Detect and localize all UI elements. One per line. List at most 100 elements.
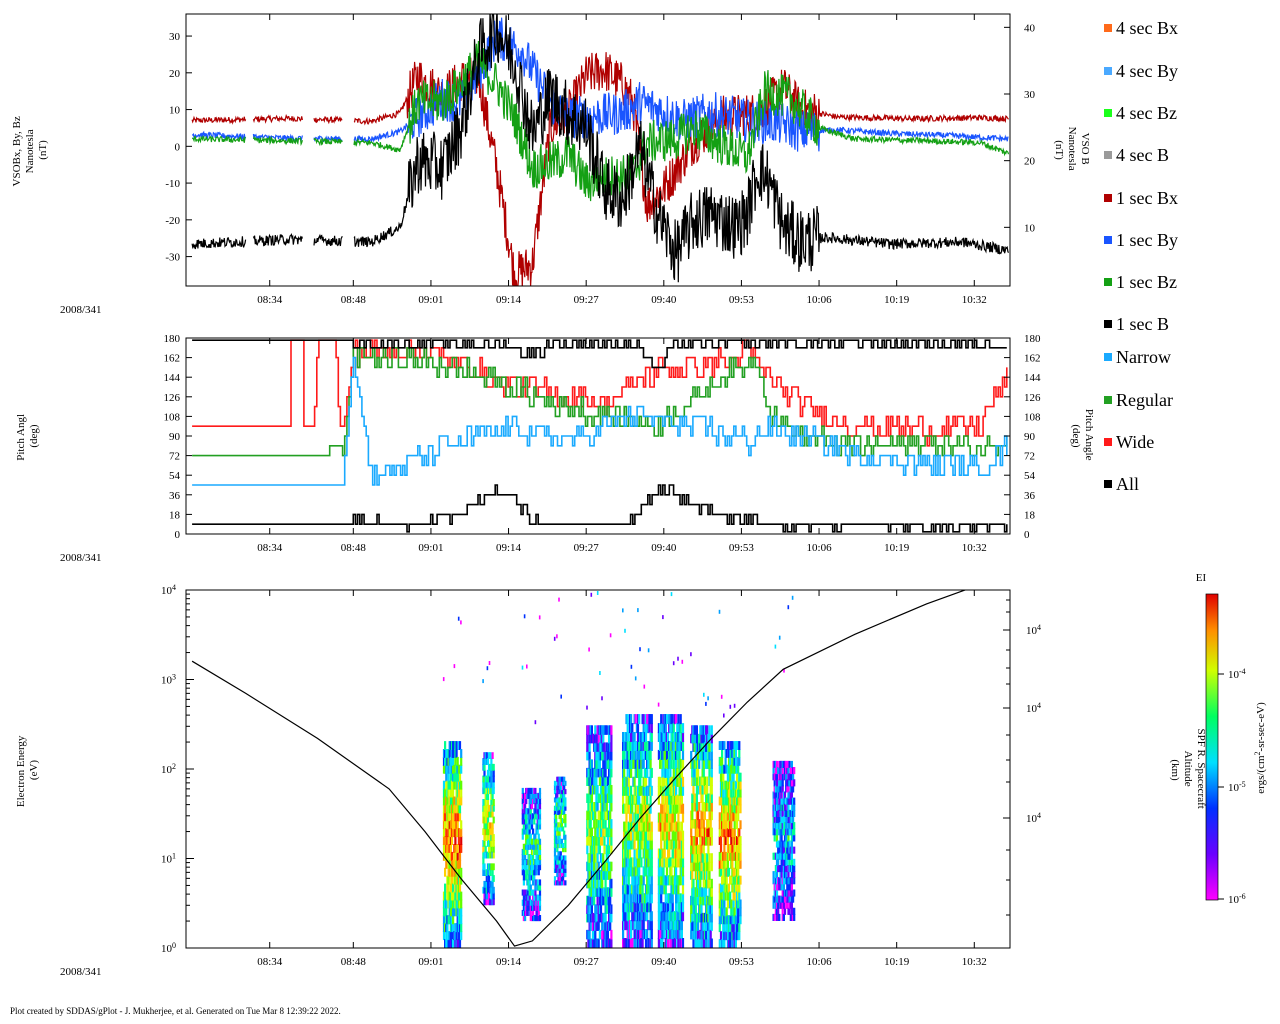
spectrogram-cell <box>632 911 635 922</box>
spectrogram-cell <box>593 844 596 855</box>
spectrogram-cell <box>706 861 709 872</box>
spectrogram-cell <box>786 803 789 811</box>
right-tick-exp: 4 <box>1037 623 1041 632</box>
spectrogram-cell <box>444 867 447 877</box>
spectrogram-cell <box>525 787 528 794</box>
spectrogram-cell <box>456 907 459 917</box>
spectrogram-cell <box>777 901 780 909</box>
spectrogram-cell <box>772 767 775 775</box>
spectrogram-cell <box>587 861 590 872</box>
spectrogram-cell <box>529 854 532 861</box>
spectrogram-cell <box>555 814 558 820</box>
spectrogram-cell <box>595 870 598 880</box>
spectrogram-cell <box>781 889 784 897</box>
spectrogram-cell <box>646 848 649 859</box>
spectrogram-cell <box>663 812 666 823</box>
spectrogram-cell <box>636 794 640 805</box>
spectrogram-cell <box>562 780 565 786</box>
spectrogram-cell <box>644 830 648 841</box>
spectrogram-cell <box>587 810 590 821</box>
spectrogram-cell <box>601 767 604 778</box>
spectrogram-cell <box>449 820 452 830</box>
spectrogram-cell <box>723 899 726 909</box>
spectrogram-cell <box>528 869 531 876</box>
spectrogram-cell <box>738 756 741 766</box>
spectrogram-cell <box>729 931 732 941</box>
spectrogram-cell <box>671 803 674 814</box>
spectrogram-cell <box>564 843 567 849</box>
spectrogram-cell <box>775 877 779 885</box>
spectrogram-dot <box>643 684 646 689</box>
spectrogram-cell <box>706 785 709 795</box>
spectrogram-cell <box>622 866 625 877</box>
spectrogram-cell <box>564 855 567 861</box>
spectrogram-cell <box>644 723 648 734</box>
spectrogram-cell <box>590 904 593 914</box>
spectrogram-cell <box>538 798 542 805</box>
spectrogram-cell <box>672 812 675 823</box>
spectrogram-cell <box>660 902 663 913</box>
spectrogram-cell <box>630 732 633 742</box>
spectrogram-cell <box>640 902 643 913</box>
spectrogram-cell <box>783 877 787 885</box>
spectrogram-cell <box>735 741 739 750</box>
spectrogram-cell <box>777 883 780 891</box>
spectrogram-cell <box>483 869 486 876</box>
spectrogram-cell <box>788 816 791 824</box>
y-tick-label: 101 <box>161 851 176 866</box>
spectrogram-cell <box>730 875 733 885</box>
spectrogram-cell <box>785 785 788 793</box>
spectrogram-cell <box>725 931 728 941</box>
spectrogram-cell <box>694 895 697 906</box>
spectrogram-cell <box>448 749 451 758</box>
spectrogram-cell <box>657 866 660 877</box>
time-tick-label: 08:48 <box>341 294 367 306</box>
spectrogram-cell <box>735 931 739 941</box>
spectrogram-cell <box>665 714 669 725</box>
spectrogram-cell <box>522 792 525 799</box>
spectrogram-cell <box>705 938 708 948</box>
spectrogram-cell <box>727 828 731 838</box>
spectrogram-cell <box>775 803 779 811</box>
spectrogram-cell <box>599 836 603 846</box>
spectrogram-cell <box>793 865 796 873</box>
y-tick-label: 102 <box>161 762 176 777</box>
spectrogram-cell <box>649 857 652 868</box>
legend-swatch-4-sec-bx <box>1104 24 1112 32</box>
spectrogram-cell <box>537 843 540 850</box>
spectrogram-cell <box>562 847 565 853</box>
spectrogram-cell <box>709 827 712 838</box>
y-tick-label: 54 <box>169 470 181 482</box>
spectrogram-cell <box>697 767 700 778</box>
spectrogram-cell <box>555 830 558 836</box>
spectrogram-cell <box>664 767 667 778</box>
spectrogram-cell <box>702 921 705 931</box>
spectrogram-cell <box>522 803 525 810</box>
time-tick-label: 09:53 <box>729 294 755 306</box>
spectrogram-cell <box>530 803 534 810</box>
spectrogram-cell <box>522 899 525 906</box>
spectrogram-cell <box>535 899 538 906</box>
spectrogram-cell <box>491 822 494 830</box>
spectrogram-cell <box>535 854 538 861</box>
spectrogram-cell <box>730 820 733 830</box>
spectrogram-cell <box>627 866 630 877</box>
spectrogram-cell <box>630 741 633 751</box>
spectrogram-cell <box>627 884 630 895</box>
spectrogram-cell <box>553 863 557 869</box>
spectrogram-cell <box>733 844 736 853</box>
spectrogram-cell <box>733 907 736 917</box>
spectrogram-cell <box>647 920 650 931</box>
spectrogram-cell <box>793 877 796 885</box>
spectrogram-cell <box>492 845 495 853</box>
spectrogram-cell <box>602 776 605 786</box>
spectrogram-cell <box>781 913 784 921</box>
spectrogram-cell <box>448 820 451 830</box>
spectrogram-cell <box>788 877 791 885</box>
spectrogram-cell <box>665 866 669 877</box>
spectrogram-cell <box>594 810 597 821</box>
spectrogram-cell <box>786 840 789 848</box>
spectrogram-cell <box>790 767 793 775</box>
spectrogram-cell <box>602 767 605 778</box>
spectrogram-cell <box>710 759 713 769</box>
